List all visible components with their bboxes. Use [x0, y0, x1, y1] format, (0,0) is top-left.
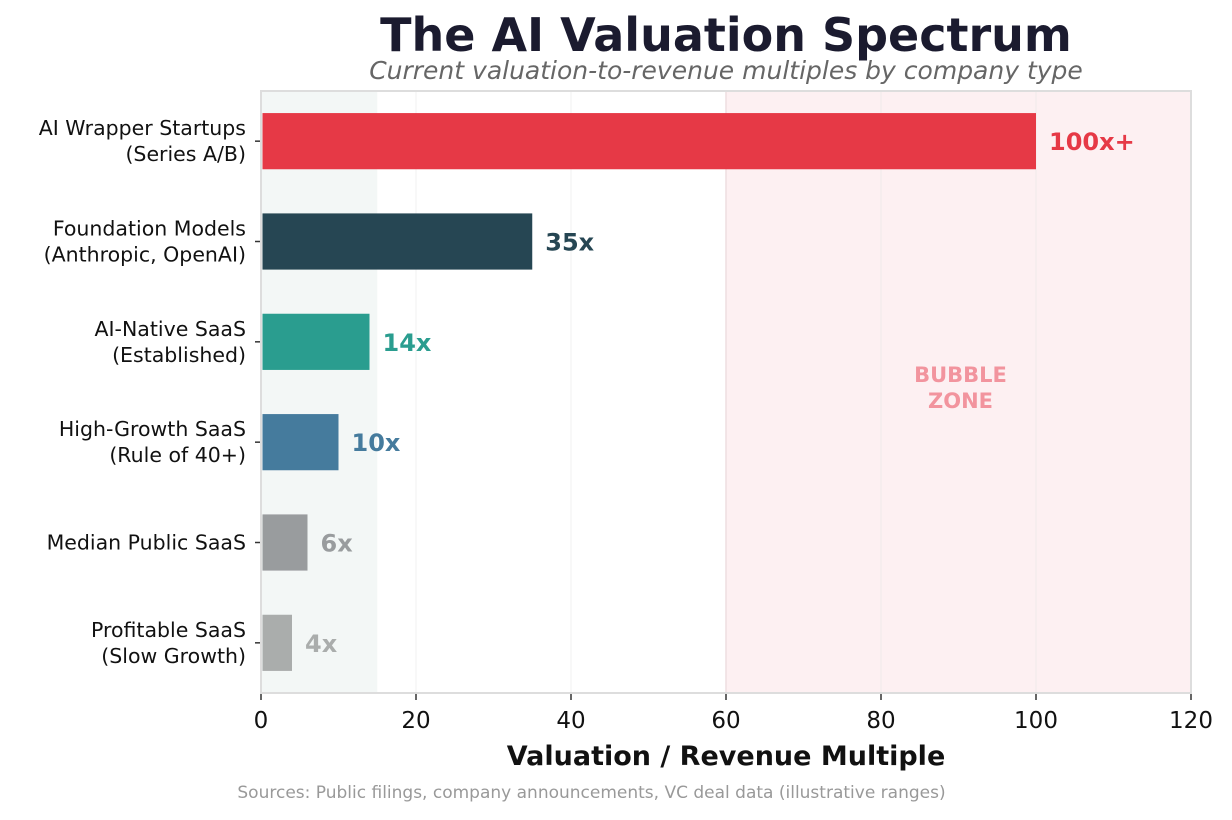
chart-subtitle: Current valuation-to-revenue multiples b… — [369, 56, 1083, 85]
shaded-region — [726, 91, 1191, 693]
chart-title: The AI Valuation Spectrum — [380, 8, 1072, 62]
source-note: Sources: Public filings, company announc… — [237, 783, 946, 803]
data-label: 35x — [545, 229, 594, 257]
category-label: (Anthropic, OpenAI) — [44, 243, 246, 267]
category-label: Profitable SaaS — [91, 618, 246, 642]
category-label: (Series A/B) — [125, 142, 246, 166]
category-label: High-Growth SaaS — [59, 417, 246, 441]
category-label: (Established) — [112, 343, 246, 367]
category-label: Foundation Models — [53, 217, 246, 241]
bar — [262, 113, 1036, 170]
category-label: AI Wrapper Startups — [39, 116, 246, 140]
plot-frame — [260, 90, 1192, 694]
x-axis-label: Valuation / Revenue Multiple — [507, 741, 946, 772]
data-label: 4x — [305, 630, 338, 658]
bar — [262, 614, 292, 671]
category-label: Median Public SaaS — [47, 531, 246, 555]
x-tick-label: 0 — [254, 708, 269, 734]
data-label: 10x — [352, 429, 401, 457]
x-tick-label: 120 — [1169, 708, 1213, 734]
data-label: 14x — [383, 329, 432, 357]
category-label: (Slow Growth) — [101, 644, 246, 668]
bar — [262, 313, 370, 370]
x-tick-label: 60 — [711, 708, 740, 734]
bubble-zone-label: ZONE — [928, 389, 993, 413]
category-label: (Rule of 40+) — [109, 443, 246, 467]
bar — [262, 414, 339, 471]
grid-lines — [415, 91, 1037, 693]
x-tick-label: 20 — [401, 708, 430, 734]
bar — [262, 213, 533, 270]
bar — [262, 514, 308, 571]
x-tick-label: 40 — [556, 708, 585, 734]
data-label: 6x — [321, 530, 354, 558]
y-axis: AI Wrapper Startups(Series A/B) Foundatio… — [39, 116, 260, 668]
data-label: 100x+ — [1049, 128, 1135, 156]
shaded-region — [261, 91, 378, 693]
data-labels: 100x+ 35x 14x 10x 6x 4x — [305, 128, 1135, 658]
x-tick-label: 80 — [866, 708, 895, 734]
bubble-zone-label: BUBBLE — [914, 363, 1007, 387]
bars — [262, 113, 1036, 671]
x-tick-label: 100 — [1014, 708, 1058, 734]
category-label: AI-Native SaaS — [94, 317, 246, 341]
x-axis: 0 20 40 60 80 100 120 — [254, 693, 1213, 734]
